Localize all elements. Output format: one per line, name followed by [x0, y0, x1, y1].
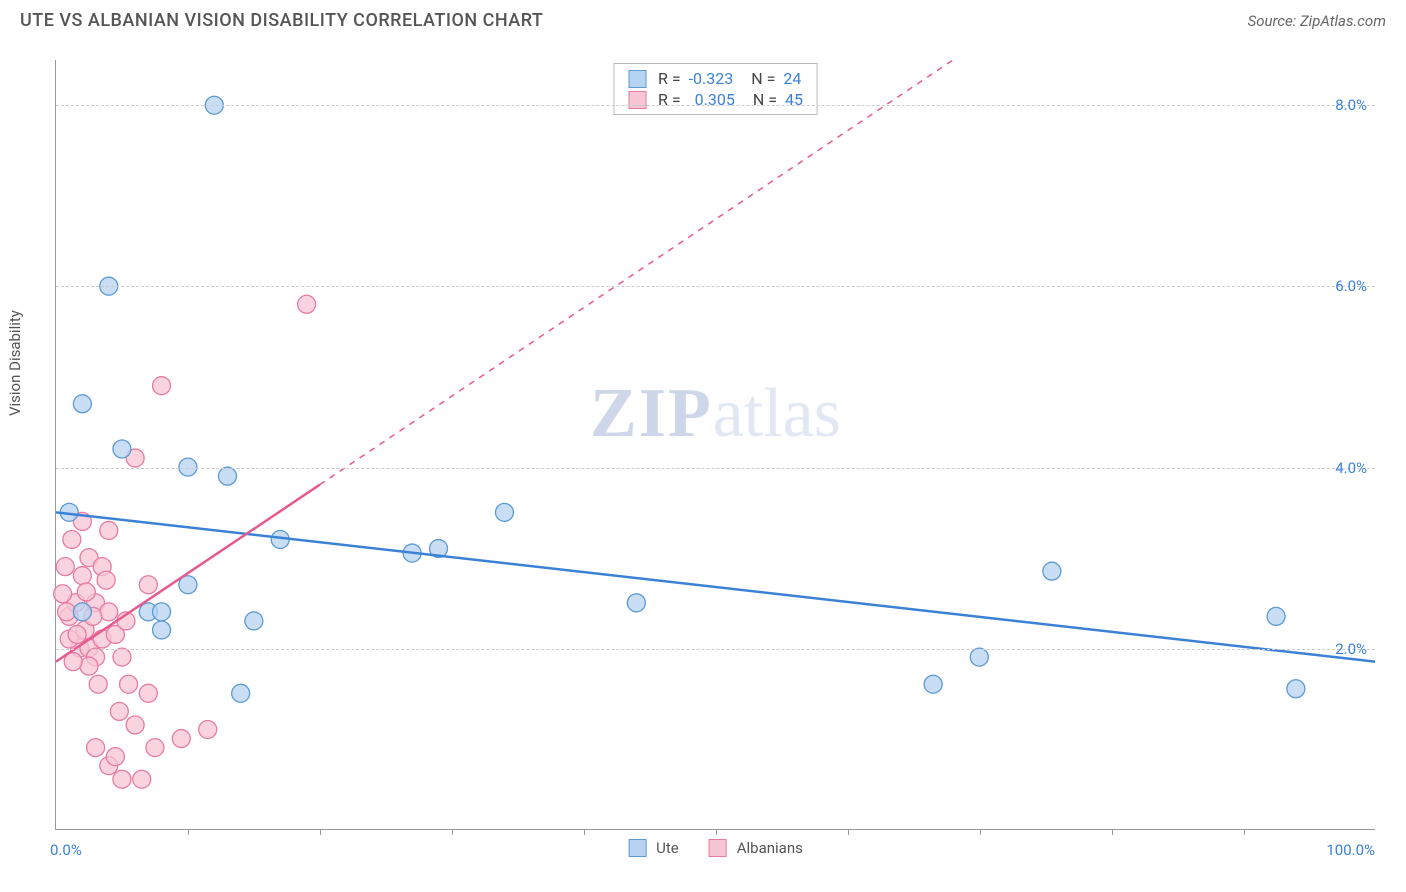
x-tick [584, 829, 585, 835]
x-tick [320, 829, 321, 835]
data-point [97, 571, 115, 589]
data-point [218, 467, 236, 485]
n-value-ute: 24 [783, 69, 801, 88]
x-tick [848, 829, 849, 835]
data-point [627, 594, 645, 612]
y-axis-label: Vision Disability [6, 310, 24, 416]
data-point [153, 377, 171, 395]
data-point [56, 558, 74, 576]
data-point [73, 395, 91, 413]
data-point [970, 648, 988, 666]
swatch-ute-icon [628, 839, 646, 857]
data-point [153, 621, 171, 639]
data-point [89, 675, 107, 693]
data-point [924, 675, 942, 693]
gridline [56, 468, 1375, 469]
data-point [113, 770, 131, 788]
data-point [77, 583, 95, 601]
data-point [139, 576, 157, 594]
y-tick-label: 8.0% [1335, 96, 1367, 114]
data-point [298, 295, 316, 313]
data-point [63, 531, 81, 549]
data-point [73, 603, 91, 621]
x-tick [1244, 829, 1245, 835]
legend-row-alb: R = 0.305 N = 45 [628, 89, 803, 110]
data-point [87, 739, 105, 757]
chart-title: UTE VS ALBANIAN VISION DISABILITY CORREL… [20, 10, 543, 31]
data-point [100, 521, 118, 539]
x-max-label: 100.0% [1326, 841, 1375, 859]
data-point [54, 585, 72, 603]
data-point [110, 702, 128, 720]
gridline [56, 105, 1375, 106]
swatch-ute [628, 70, 646, 88]
data-point [113, 440, 131, 458]
data-point [1287, 680, 1305, 698]
data-point [146, 739, 164, 757]
data-point [245, 612, 263, 630]
legend-stats: R = -0.323 N = 24 R = 0.305 N = 45 [613, 63, 818, 115]
r-value-ute: -0.323 [689, 69, 734, 88]
legend-row-ute: R = -0.323 N = 24 [628, 68, 803, 89]
data-point [153, 603, 171, 621]
legend-item-ute: Ute [628, 839, 679, 857]
data-point [126, 716, 144, 734]
data-point [133, 770, 151, 788]
legend-series: Ute Albanians [628, 839, 803, 857]
trend-line-dashed [320, 60, 953, 485]
trend-line-solid [56, 512, 1375, 661]
data-point [73, 567, 91, 585]
chart-container: Vision Disability ZIPatlas R = -0.323 N … [20, 45, 1386, 875]
legend-item-alb: Albanians [709, 839, 803, 857]
data-point [1043, 562, 1061, 580]
x-tick [188, 829, 189, 835]
data-point [120, 675, 138, 693]
x-tick [1112, 829, 1113, 835]
source-label: Source: ZipAtlas.com [1248, 12, 1386, 30]
data-point [80, 657, 98, 675]
data-point [100, 603, 118, 621]
data-point [172, 730, 190, 748]
y-tick-label: 2.0% [1335, 640, 1367, 658]
y-tick-label: 4.0% [1335, 459, 1367, 477]
data-point [495, 503, 513, 521]
x-tick [452, 829, 453, 835]
data-point [68, 625, 86, 643]
data-point [232, 684, 250, 702]
gridline [56, 649, 1375, 650]
series-name-ute: Ute [656, 839, 679, 857]
header: UTE VS ALBANIAN VISION DISABILITY CORREL… [0, 0, 1406, 39]
data-point [199, 720, 217, 738]
data-point [106, 748, 124, 766]
x-tick [716, 829, 717, 835]
plot-svg [56, 60, 1375, 829]
gridline [56, 286, 1375, 287]
data-point [113, 648, 131, 666]
swatch-alb-icon [709, 839, 727, 857]
x-tick [980, 829, 981, 835]
x-min-label: 0.0% [50, 841, 82, 859]
y-tick-label: 6.0% [1335, 277, 1367, 295]
plot-area: ZIPatlas R = -0.323 N = 24 R = 0.305 N =… [55, 60, 1375, 830]
data-point [139, 684, 157, 702]
data-point [1267, 607, 1285, 625]
series-name-alb: Albanians [737, 839, 803, 857]
